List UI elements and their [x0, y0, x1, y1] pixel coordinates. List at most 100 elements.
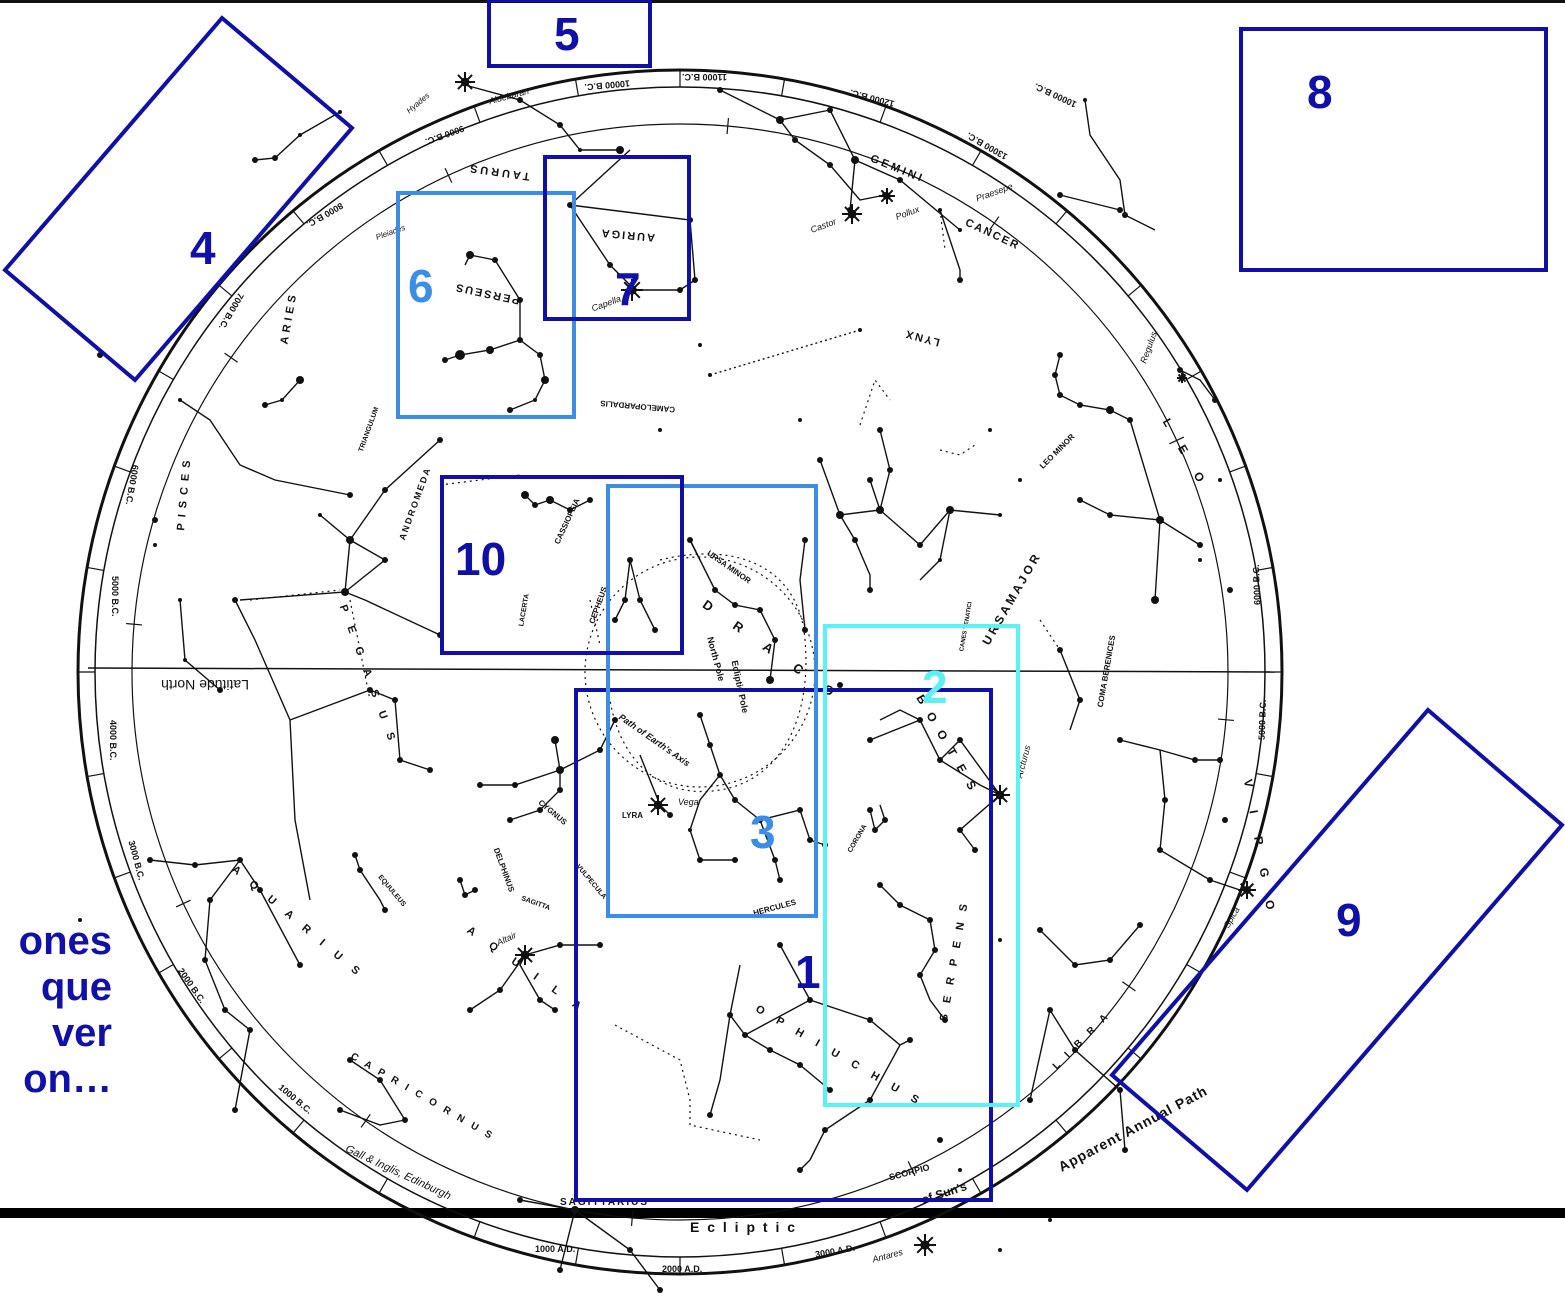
star-dot — [153, 543, 157, 547]
star-dot — [867, 737, 873, 743]
star-dot — [897, 177, 903, 183]
star-dot — [657, 1287, 663, 1293]
leo-label: L E O — [1160, 416, 1213, 493]
precession-tick — [726, 118, 730, 135]
star-dots — [78, 87, 1233, 1293]
star-dot — [872, 827, 878, 833]
box-3[interactable] — [606, 484, 818, 918]
box-8[interactable] — [1239, 27, 1548, 272]
bright-star-icon — [648, 795, 668, 815]
box-1[interactable] — [574, 688, 993, 1202]
star-dot — [466, 251, 474, 259]
precession-tick — [907, 1161, 916, 1177]
star-dot — [507, 817, 513, 823]
star-dot — [296, 376, 304, 384]
libra-label: L I B R A — [1051, 1010, 1113, 1072]
star-dot — [998, 513, 1002, 517]
regulus-label: Regulus — [1138, 330, 1159, 365]
star-dot — [1192, 757, 1198, 763]
star-dot — [152, 517, 158, 523]
box-7[interactable] — [543, 155, 691, 321]
triangulum-label: TRIANGULUM — [358, 406, 381, 453]
bright-star-icon — [515, 945, 535, 965]
ring-tick — [879, 106, 887, 123]
star-dot — [658, 428, 662, 432]
star-dot — [377, 1077, 383, 1083]
star-dot — [1077, 497, 1083, 503]
star-dot — [772, 857, 778, 863]
star-dot — [1107, 957, 1113, 963]
star-dot — [792, 137, 798, 143]
cygnus-label: CYGNUS — [537, 798, 570, 827]
andromeda-label: ANDROMEDA — [397, 465, 433, 541]
box-10[interactable] — [440, 475, 684, 655]
star-dot — [346, 536, 354, 544]
star-dot — [667, 812, 673, 818]
star-dot — [517, 337, 523, 343]
star-dot — [1122, 212, 1128, 218]
star-dot — [382, 907, 388, 913]
box-9[interactable] — [1109, 707, 1565, 1193]
box-6-number: 6 — [408, 260, 434, 312]
bottom-black-band — [0, 1208, 1565, 1218]
box-8-number: 8 — [1307, 66, 1333, 118]
star-dot — [937, 1137, 943, 1143]
star-dot — [222, 1007, 228, 1013]
star-dot — [1052, 372, 1058, 378]
star-dot — [202, 957, 208, 963]
precession-tick — [175, 899, 191, 908]
star-dot — [1018, 478, 1022, 482]
star-dot — [1077, 697, 1083, 703]
box-6[interactable] — [396, 191, 576, 419]
ring-tick — [1229, 871, 1246, 879]
star-dot — [607, 262, 613, 268]
star-dot — [442, 357, 448, 363]
ring-tick — [158, 370, 174, 381]
star-dot — [587, 497, 593, 503]
star-dot — [807, 837, 813, 843]
epoch-10000bc: 10000 B.C. — [584, 78, 630, 92]
precession-tick — [360, 1113, 371, 1128]
star-dot — [1027, 1097, 1033, 1103]
box-4[interactable] — [2, 15, 355, 383]
star-dot — [858, 328, 862, 332]
star-dot — [757, 607, 763, 613]
box-number-labels: 1 2 3 4 5 6 7 8 9 10 — [190, 8, 1362, 998]
star-dot — [777, 877, 783, 883]
box-9-number: 9 — [1336, 894, 1362, 946]
path-of-earths-axis-circle — [584, 556, 816, 788]
star-dot — [147, 857, 153, 863]
star-dot — [798, 418, 802, 422]
star-dot — [338, 110, 342, 114]
star-dot — [877, 882, 883, 888]
ecliptic-pole-label: Ecliptic Pole — [729, 660, 750, 714]
caption-line-1: ones — [18, 919, 112, 963]
star-dot — [742, 1032, 748, 1038]
star-dot — [567, 507, 573, 513]
star-dot — [557, 787, 563, 793]
altair-label: Altair — [494, 930, 519, 949]
star-dot — [917, 972, 923, 978]
star-dot — [957, 737, 963, 743]
precession-tick — [1217, 718, 1234, 722]
ring-tick — [1256, 566, 1273, 572]
star-dot — [552, 1007, 558, 1013]
box-5[interactable] — [487, 0, 652, 68]
star-dot — [882, 817, 888, 823]
star-dot — [556, 766, 564, 774]
epoch-2000bc: 2000 B.C. — [176, 966, 207, 1005]
star-dot — [972, 847, 978, 853]
star-dot — [571, 1206, 579, 1214]
box-4-number: 4 — [190, 222, 216, 274]
ring-tick — [87, 772, 104, 778]
box-2[interactable] — [823, 624, 1020, 1107]
star-dot — [1162, 797, 1168, 803]
box-10-number: 10 — [455, 533, 506, 585]
ring-tick — [780, 79, 786, 96]
sagitta-label: SAGITTA — [520, 895, 551, 912]
sagittarius-label: SAGITTARIUS — [560, 1197, 649, 1208]
ring-tick — [378, 1178, 389, 1194]
star-dot — [867, 1017, 873, 1023]
epoch-5000bc: 5000 B.C. — [110, 576, 120, 617]
